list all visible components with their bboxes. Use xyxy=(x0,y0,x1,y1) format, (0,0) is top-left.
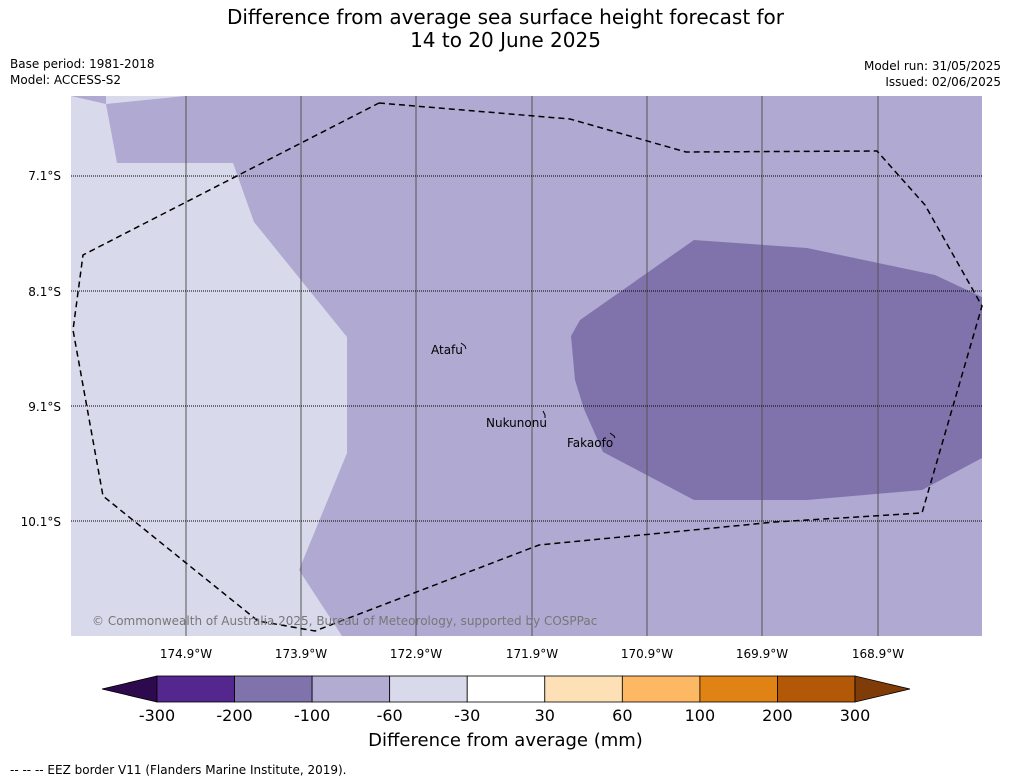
colorbar-tick-label: -60 xyxy=(376,706,403,725)
model-run: Model run: 31/05/2025 xyxy=(863,59,1001,73)
issued-date: Issued: 02/06/2025 xyxy=(885,75,1001,89)
lon-label: 168.9°W xyxy=(851,647,905,661)
colorbar-bin xyxy=(621,675,701,703)
lat-label: 10.1°S xyxy=(20,515,61,529)
island-fakaofo xyxy=(609,432,616,439)
colorbar-bin xyxy=(156,675,235,703)
place-label-fakaofo: Fakaofo xyxy=(567,436,614,450)
place-label-nukunonu: Nukunonu xyxy=(486,416,547,430)
colorbar-tick-label: -200 xyxy=(216,706,253,725)
model-name: Model: ACCESS-S2 xyxy=(10,73,122,87)
colorbar-tick-label: -100 xyxy=(293,706,331,725)
lat-label: 8.1°S xyxy=(28,285,61,299)
eez-footnote: -- -- -- EEZ border V11 (Flanders Marine… xyxy=(10,763,347,777)
lon-label: 172.9°W xyxy=(389,647,443,661)
lon-label: 174.9°W xyxy=(159,647,213,661)
colorbar-tick-label: 300 xyxy=(839,706,871,725)
colorbar-tick-label: 30 xyxy=(534,706,555,725)
anomaly-region-dark-east xyxy=(571,240,982,500)
colorbar-tick-label: -300 xyxy=(138,706,176,725)
copyright-text: © Commonwealth of Australia 2025, Bureau… xyxy=(92,614,598,628)
colorbar-bin xyxy=(544,675,623,703)
colorbar-tick-label: 200 xyxy=(762,706,793,725)
title-line-2: 14 to 20 June 2025 xyxy=(410,28,601,52)
island-nukunonu xyxy=(542,410,546,418)
colorbar-extend-low xyxy=(101,675,158,703)
colorbar-extend-high xyxy=(854,675,911,703)
lat-label: 7.1°S xyxy=(28,169,61,183)
lon-label: 173.9°W xyxy=(274,647,328,661)
lon-label: 169.9°W xyxy=(735,647,789,661)
colorbar-bin xyxy=(311,675,391,703)
colorbar-bin xyxy=(777,675,856,703)
eez-border xyxy=(72,102,983,632)
colorbar-bin xyxy=(234,675,313,703)
meta-left: Base period: 1981-2018 Model: ACCESS-S2 xyxy=(10,56,155,88)
colorbar-tick-label: -30 xyxy=(454,706,481,725)
lat-label: 9.1°S xyxy=(28,400,61,414)
colorbar-tick-label: 60 xyxy=(612,706,633,725)
anomaly-region-light-west xyxy=(71,96,347,636)
colorbar-bin xyxy=(389,675,468,703)
lon-label: 171.9°W xyxy=(505,647,559,661)
meridian-lines xyxy=(185,96,879,636)
anomaly-region-light-top xyxy=(106,96,185,104)
lon-label: 170.9°W xyxy=(620,647,674,661)
place-label-atafu: Atafu xyxy=(431,343,463,357)
colorbar-bin xyxy=(466,675,546,703)
meta-right: Model run: 31/05/2025 Issued: 02/06/2025 xyxy=(864,58,1001,90)
base-period: Base period: 1981-2018 xyxy=(10,57,155,71)
colorbar-bin xyxy=(699,675,778,703)
title-line-1: Difference from average sea surface heig… xyxy=(226,5,785,29)
island-atafu xyxy=(460,342,467,350)
colorbar-title: Difference from average (mm) xyxy=(368,730,643,751)
colorbar-tick-label: 100 xyxy=(684,706,716,725)
chart-title: Difference from average sea surface heig… xyxy=(0,6,1011,52)
colorbar xyxy=(101,675,911,703)
